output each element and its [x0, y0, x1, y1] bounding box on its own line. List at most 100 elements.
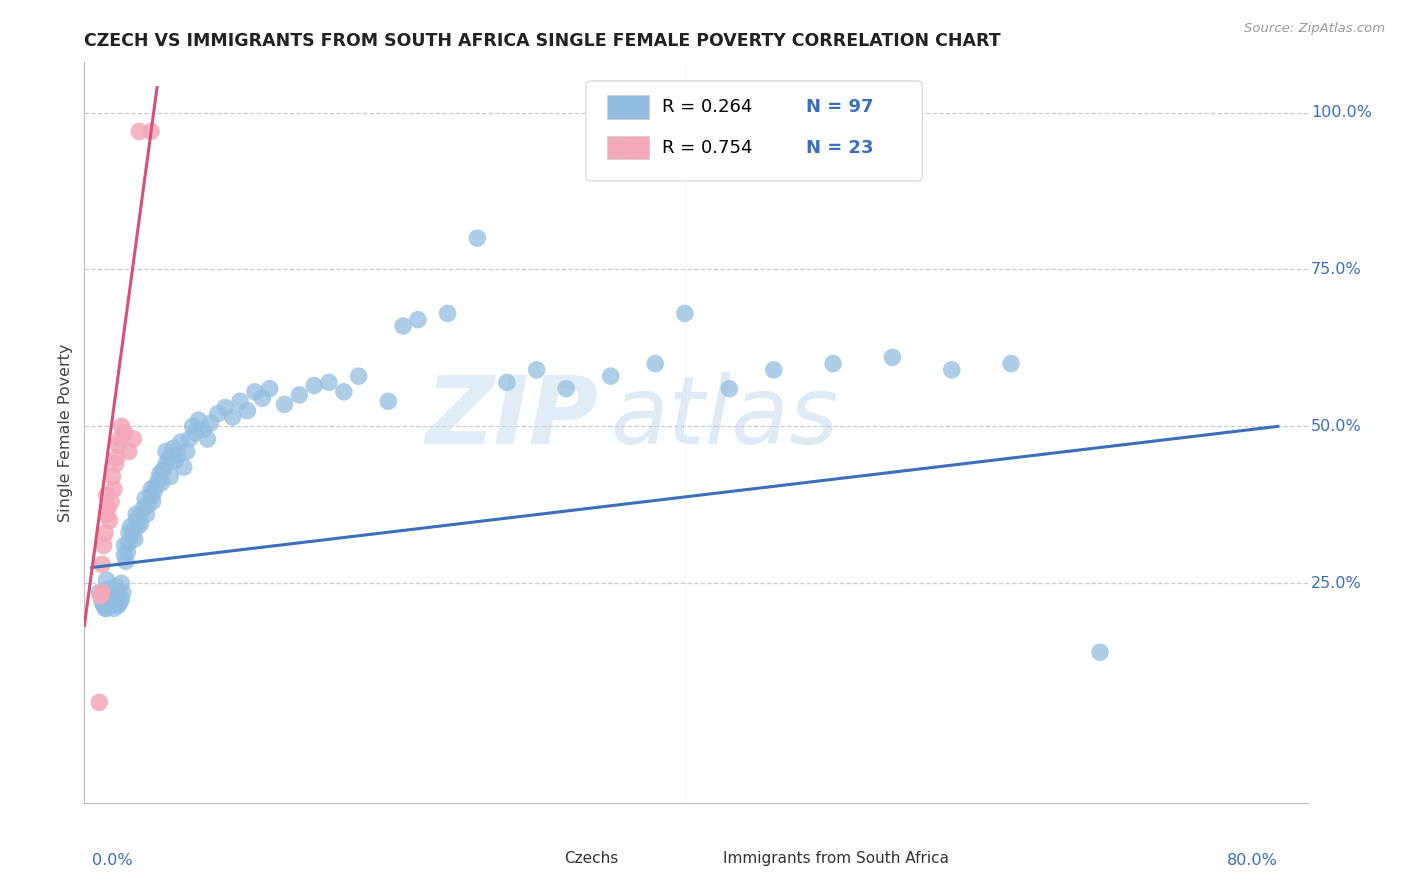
Point	[107, 598, 129, 612]
Point	[179, 432, 201, 446]
Point	[157, 450, 180, 465]
Point	[96, 589, 118, 603]
Point	[155, 444, 177, 458]
Point	[207, 407, 229, 421]
Point	[107, 589, 129, 603]
Point	[333, 384, 356, 399]
Text: 100.0%: 100.0%	[1312, 105, 1372, 120]
Text: Source: ZipAtlas.com: Source: ZipAtlas.com	[1244, 22, 1385, 36]
Point	[91, 585, 114, 599]
Point	[104, 457, 127, 471]
Point	[159, 469, 181, 483]
Text: 75.0%: 75.0%	[1312, 262, 1362, 277]
Point	[166, 448, 188, 462]
Point	[555, 382, 578, 396]
Point	[184, 425, 207, 440]
Point	[136, 498, 159, 512]
Point	[112, 425, 135, 440]
Point	[98, 595, 121, 609]
Point	[98, 513, 121, 527]
Point	[117, 545, 139, 559]
Point	[128, 124, 150, 138]
Point	[112, 548, 135, 562]
Point	[89, 695, 111, 709]
Point	[110, 419, 132, 434]
Point	[96, 507, 118, 521]
Point	[103, 482, 125, 496]
Point	[101, 469, 124, 483]
Point	[823, 357, 845, 371]
Point	[148, 473, 170, 487]
Point	[127, 520, 149, 534]
Point	[377, 394, 399, 409]
Point	[110, 591, 132, 606]
Point	[191, 422, 214, 436]
Point	[149, 467, 172, 481]
Point	[163, 454, 186, 468]
Text: Immigrants from South Africa: Immigrants from South Africa	[723, 851, 949, 866]
Point	[104, 579, 127, 593]
Point	[139, 488, 162, 502]
Point	[142, 494, 165, 508]
Point	[97, 582, 120, 597]
Point	[97, 500, 120, 515]
Text: R = 0.754: R = 0.754	[662, 138, 752, 157]
Point	[100, 591, 122, 606]
Point	[96, 573, 118, 587]
Text: 0.0%: 0.0%	[91, 853, 132, 868]
Point	[187, 413, 209, 427]
Point	[100, 494, 122, 508]
Text: 25.0%: 25.0%	[1312, 575, 1362, 591]
Point	[108, 432, 131, 446]
Point	[229, 394, 252, 409]
Point	[115, 554, 138, 568]
Point	[200, 416, 222, 430]
Point	[103, 601, 125, 615]
Point	[105, 450, 128, 465]
Point	[392, 318, 415, 333]
Point	[673, 306, 696, 320]
Bar	[606, 95, 650, 119]
Point	[170, 435, 193, 450]
Point	[221, 409, 243, 424]
Text: 80.0%: 80.0%	[1227, 853, 1278, 868]
Point	[108, 595, 131, 609]
Point	[273, 397, 295, 411]
Point	[236, 403, 259, 417]
Point	[96, 601, 118, 615]
Point	[145, 479, 167, 493]
Point	[93, 598, 115, 612]
Point	[121, 529, 143, 543]
Point	[124, 533, 146, 547]
Point	[139, 124, 162, 138]
Text: atlas: atlas	[610, 372, 838, 463]
Point	[173, 460, 195, 475]
Point	[125, 507, 148, 521]
Point	[132, 500, 155, 515]
Point	[89, 585, 111, 599]
Point	[122, 432, 145, 446]
Point	[941, 363, 963, 377]
Point	[302, 378, 325, 392]
Point	[288, 388, 311, 402]
Point	[107, 438, 129, 452]
Point	[103, 589, 125, 603]
Point	[118, 444, 141, 458]
Point	[125, 513, 148, 527]
Point	[118, 535, 141, 549]
Point	[252, 391, 274, 405]
Point	[118, 526, 141, 541]
Y-axis label: Single Female Poverty: Single Female Poverty	[58, 343, 73, 522]
Text: 50.0%: 50.0%	[1312, 419, 1362, 434]
Point	[1000, 357, 1022, 371]
Bar	[606, 136, 650, 160]
Point	[197, 432, 219, 446]
Text: R = 0.264: R = 0.264	[662, 98, 752, 116]
Point	[644, 357, 666, 371]
Point	[128, 510, 150, 524]
Point	[143, 485, 166, 500]
Text: N = 23: N = 23	[806, 138, 873, 157]
Point	[259, 382, 281, 396]
Point	[120, 520, 142, 534]
Point	[496, 376, 519, 390]
